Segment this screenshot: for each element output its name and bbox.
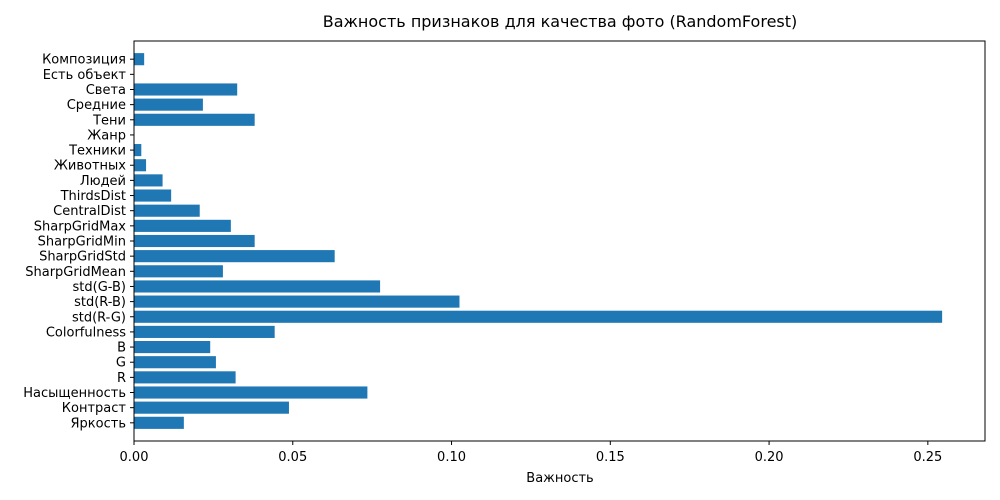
y-tick-label: G <box>116 356 126 371</box>
x-tick-label: 0.10 <box>437 450 466 465</box>
y-tick-label: Композиция <box>42 53 126 68</box>
bar-10 <box>134 265 223 278</box>
bar-20 <box>134 113 255 126</box>
y-tick-label: SharpGridMin <box>38 235 126 250</box>
y-tick-label: std(G-B) <box>73 280 127 295</box>
y-tick-label: SharpGridStd <box>39 250 126 265</box>
y-tick-label: ThirdsDist <box>60 189 126 204</box>
bar-2 <box>134 386 368 399</box>
chart-title: Важность признаков для качества фото (Ra… <box>323 12 798 31</box>
bar-17 <box>134 159 147 172</box>
y-tick-label: Насыщенность <box>23 386 126 401</box>
y-tick-label: Colorfulness <box>46 325 126 340</box>
bar-24 <box>134 53 145 66</box>
y-tick-label: B <box>117 341 126 356</box>
bar-5 <box>134 341 211 354</box>
y-tick-label: R <box>117 371 126 386</box>
bar-8 <box>134 295 460 308</box>
y-tick-label: CentralDist <box>53 204 126 219</box>
bar-1 <box>134 401 289 414</box>
bar-12 <box>134 234 255 248</box>
bar-7 <box>134 310 943 323</box>
y-tick-label: Техники <box>68 144 126 159</box>
x-tick-label: 0.25 <box>913 450 942 465</box>
x-axis-label: Важность <box>526 471 593 486</box>
x-tick-label: 0.15 <box>596 450 625 465</box>
y-tick-label: Средние <box>67 98 126 113</box>
bar-18 <box>134 144 142 157</box>
bar-9 <box>134 280 381 293</box>
bar-13 <box>134 219 231 232</box>
bar-6 <box>134 325 275 338</box>
x-tick-label: 0.20 <box>755 450 784 465</box>
plot-frame <box>133 40 986 442</box>
y-tick-label: Людей <box>80 174 126 189</box>
bar-21 <box>134 98 203 111</box>
bar-0 <box>134 416 184 429</box>
bar-15 <box>134 189 172 202</box>
y-tick-label: Света <box>86 83 126 98</box>
y-axis: ЯркостьКонтрастНасыщенностьRGBColorfulne… <box>23 53 134 431</box>
y-tick-label: Яркость <box>71 416 126 431</box>
x-axis: 0.00 0.05 0.10 0.15 0.20 0.25 <box>120 441 942 465</box>
bar-22 <box>134 83 238 96</box>
bars-group <box>134 53 943 429</box>
y-tick-label: std(R-B) <box>74 295 126 310</box>
y-tick-label: SharpGridMax <box>34 219 127 234</box>
x-tick-label: 0.00 <box>120 450 149 465</box>
y-tick-label: Жанр <box>87 128 126 143</box>
y-tick-label: Есть объект <box>43 68 127 83</box>
bar-16 <box>134 174 163 187</box>
y-tick-label: Животных <box>54 159 126 174</box>
bar-14 <box>134 204 200 217</box>
bar-3 <box>134 371 236 384</box>
bar-11 <box>134 250 335 263</box>
y-tick-label: Контраст <box>62 401 127 416</box>
x-tick-label: 0.05 <box>278 450 307 465</box>
y-tick-label: SharpGridMean <box>25 265 126 280</box>
bar-4 <box>134 356 216 369</box>
y-tick-label: Тени <box>92 113 126 128</box>
y-tick-label: std(R-G) <box>72 310 126 325</box>
